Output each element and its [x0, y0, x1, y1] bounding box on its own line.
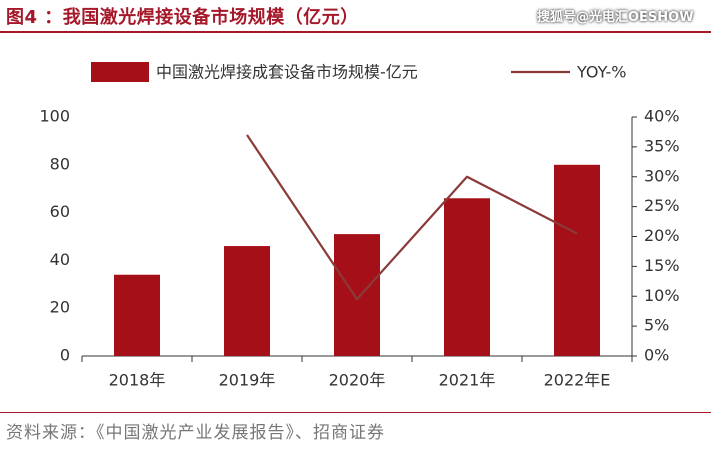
legend-label-line: YOY-% [576, 63, 626, 82]
bar [224, 246, 270, 356]
bar [554, 164, 600, 356]
x-tick-label: 2021年 [439, 371, 496, 390]
y-tick-label: 40 [50, 250, 70, 269]
bar [334, 234, 380, 356]
chart-area: 0 20 40 60 80 100 0% 5% 10% 15% 20% 25% 30% 35% 40% 201… [39, 62, 680, 390]
x-tick-label: 2018年 [109, 371, 166, 390]
bar [444, 198, 490, 356]
watermark: 搜狐号@光电汇OESHOW [537, 10, 694, 25]
y-tick-label: 60 [50, 202, 70, 221]
x-tick-label: 2019年 [219, 371, 276, 390]
y2-tick-label: 5% [644, 316, 669, 335]
y2-tick-label: 10% [644, 286, 680, 305]
legend-swatch-bar [91, 62, 149, 82]
y2-tick-label: 25% [644, 196, 680, 215]
y-tick-label: 100 [39, 107, 70, 126]
x-tick-label: 2022年E [544, 371, 611, 390]
x-tick-label: 2020年 [329, 371, 386, 390]
y2-tick-label: 40% [644, 107, 680, 126]
source-note: 资料来源：《中国激光产业发展报告》、招商证券 [6, 423, 385, 443]
yoy-line [246, 134, 578, 301]
y2-tick-label: 30% [644, 166, 680, 185]
y-tick-label: 20 [50, 298, 70, 317]
legend-label-bar: 中国激光焊接成套设备市场规模-亿元 [156, 63, 418, 82]
y-tick-label: 80 [50, 154, 70, 173]
chart-title: 图4 ：我国激光焊接设备市场规模（亿元） [6, 7, 359, 28]
source-divider [0, 412, 711, 413]
y-tick-label: 0 [60, 346, 70, 365]
y2-tick-label: 35% [644, 136, 680, 155]
y2-tick-label: 15% [644, 256, 680, 275]
title-divider [0, 31, 711, 33]
title-bar: 图4 ：我国激光焊接设备市场规模（亿元） 搜狐号@光电汇OESHOW [0, 0, 711, 30]
y2-tick-label: 0% [644, 346, 669, 365]
bar [114, 274, 160, 356]
y2-tick-label: 20% [644, 226, 680, 245]
